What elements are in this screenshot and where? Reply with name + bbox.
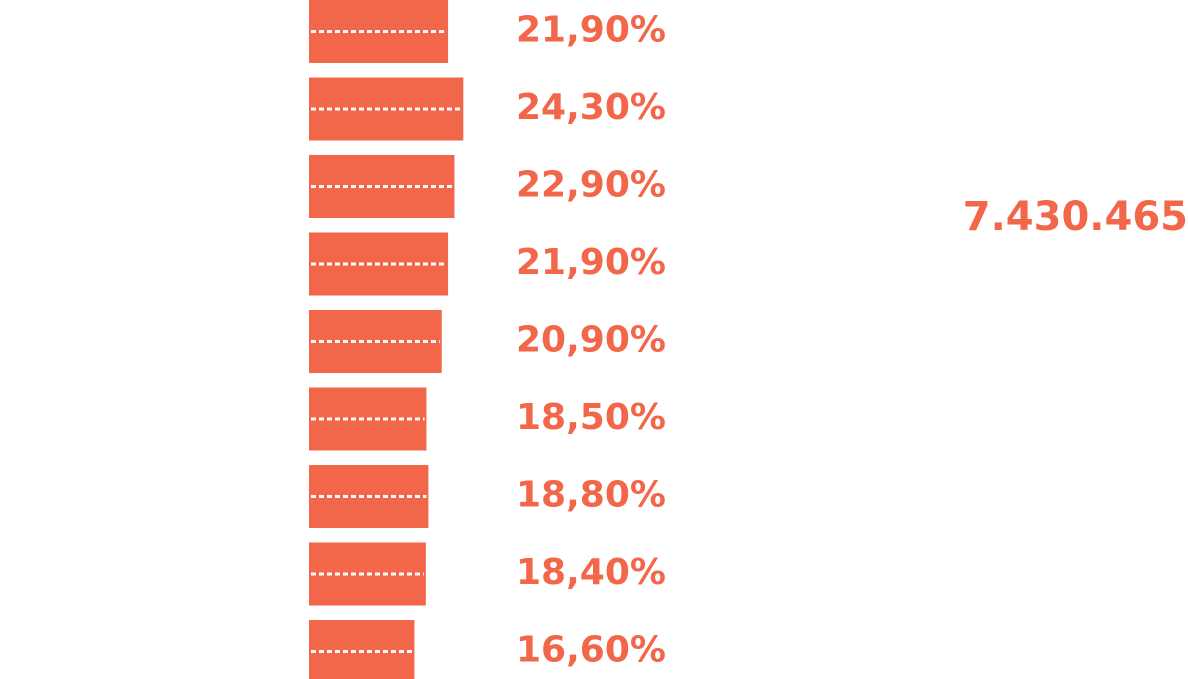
bar-value-label: 21,90%	[516, 10, 666, 51]
bar-row	[309, 77, 464, 141]
bar-value-label: 20,90%	[516, 320, 666, 361]
bar-row	[309, 620, 415, 679]
bar-row	[309, 465, 429, 528]
bar-row	[309, 0, 449, 63]
bar-row	[309, 155, 455, 218]
bar	[309, 620, 415, 679]
bar-value-label: 21,90%	[516, 242, 666, 283]
bar-value-label: 24,30%	[516, 87, 666, 128]
bar-row	[309, 542, 426, 606]
bar	[309, 155, 455, 218]
bars-group	[309, 0, 464, 679]
bar-row	[309, 310, 442, 373]
bar-value-label: 18,40%	[516, 552, 666, 593]
total-value: 7.430.465	[963, 194, 1188, 240]
value-labels-group: 21,90% 24,30% 22,90% 21,90% 20,90% 18,50% 18,8…	[516, 10, 666, 671]
bar-value-label: 18,50%	[516, 397, 666, 438]
bar-row	[309, 232, 449, 296]
bar-value-label: 18,80%	[516, 475, 666, 516]
bar-value-label: 22,90%	[516, 165, 666, 206]
bar-row	[309, 387, 427, 451]
bar-value-label: 16,60%	[516, 630, 666, 671]
